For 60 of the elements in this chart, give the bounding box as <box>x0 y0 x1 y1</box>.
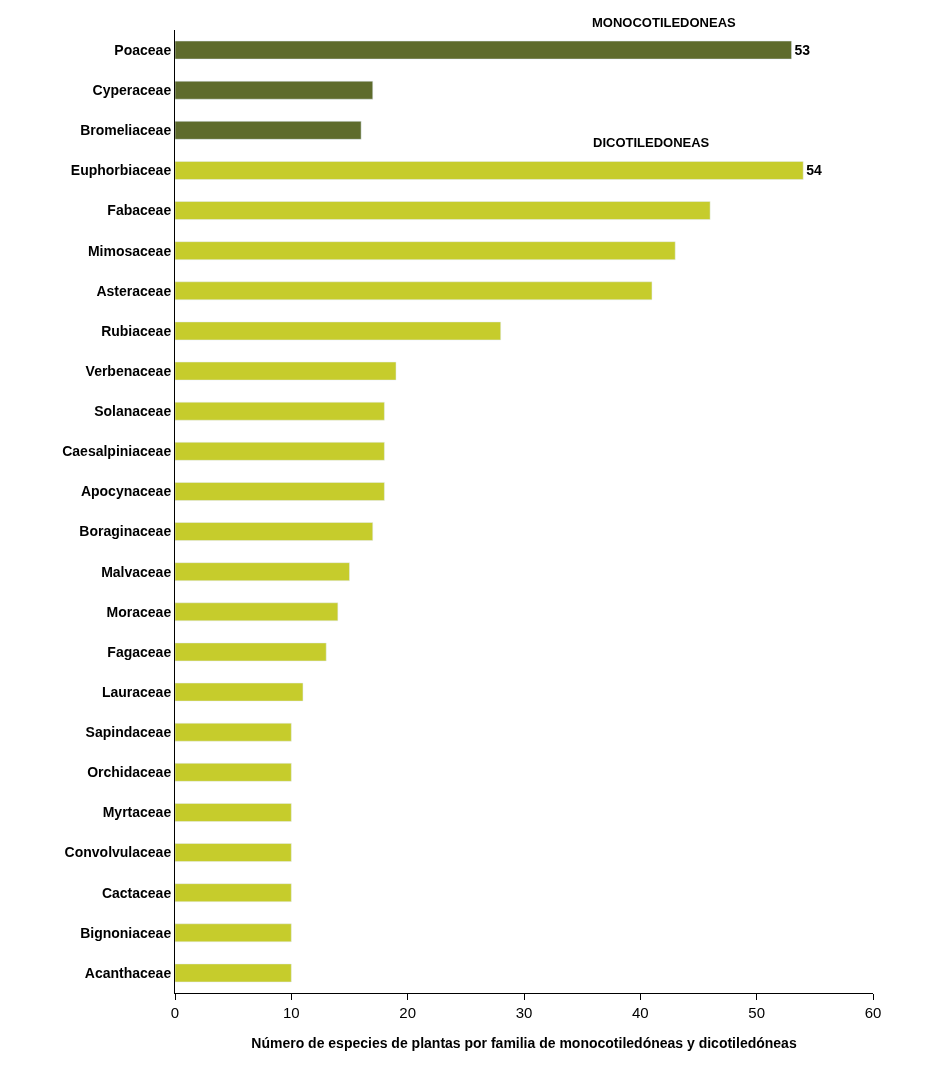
y-tick-label: Moraceae <box>106 603 172 620</box>
bar <box>175 401 385 421</box>
bar <box>175 722 292 742</box>
x-tick-label: 40 <box>631 1004 649 1021</box>
bar <box>175 281 653 301</box>
bar <box>175 321 501 341</box>
annotation: DICOTILEDONEAS <box>593 135 710 150</box>
bar <box>175 201 711 220</box>
x-tick-label: 20 <box>399 1004 417 1021</box>
bar <box>175 40 792 60</box>
bar <box>175 602 339 622</box>
bar <box>175 562 350 581</box>
y-tick-label: Acanthaceae <box>84 964 172 981</box>
bar <box>175 241 676 260</box>
y-tick-label: Myrtaceae <box>102 804 172 821</box>
y-tick-label: Apocynaceae <box>80 483 172 500</box>
x-tick-label: 10 <box>282 1004 300 1021</box>
y-tick-label: Orchidaceae <box>87 764 172 781</box>
y-tick-label: Malvaceae <box>101 563 172 580</box>
y-tick-label: Verbenaceae <box>85 362 172 379</box>
y-tick-label: Boraginaceae <box>79 523 172 540</box>
bar <box>175 763 292 782</box>
x-tick-label: 30 <box>515 1004 533 1021</box>
bar <box>175 80 374 100</box>
bar <box>175 522 374 541</box>
bar <box>175 482 385 501</box>
bar <box>175 161 804 180</box>
bar <box>175 361 397 381</box>
y-tick-label: Poaceae <box>114 41 172 58</box>
y-tick-label: Lauraceae <box>101 683 172 700</box>
bar <box>175 682 304 702</box>
y-tick-label: Convolvulaceae <box>64 844 172 861</box>
bar <box>175 843 292 862</box>
y-tick-label: Fabaceae <box>107 202 172 219</box>
y-tick-label: Euphorbiaceae <box>70 162 172 179</box>
bar <box>175 883 292 902</box>
y-tick-label: Bromeliaceae <box>80 122 172 139</box>
y-tick-label: Cyperaceae <box>92 82 172 99</box>
y-tick-label: Asteraceae <box>96 282 172 299</box>
y-tick-label: Mimosaceae <box>87 242 172 259</box>
y-tick-label: Bignoniaceae <box>80 924 172 941</box>
x-tick-label: 60 <box>864 1004 882 1021</box>
data-label: 54 <box>806 162 822 179</box>
y-tick-label: Sapindaceae <box>85 724 172 741</box>
y-tick-label: Solanaceae <box>94 403 172 420</box>
x-tick-label: 0 <box>170 1004 180 1021</box>
bar <box>175 963 292 983</box>
x-axis-title: Número de especies de plantas por familia de monocotiledóneas y dicotiledóneas <box>251 1035 797 1052</box>
data-label: 53 <box>794 42 811 59</box>
bar <box>175 923 292 943</box>
y-tick-label: Rubiaceae <box>101 322 172 339</box>
bar <box>175 442 385 461</box>
bar <box>175 803 292 822</box>
y-tick-label: Fagaceae <box>107 643 172 660</box>
annotation: MONOCOTILEDONEAS <box>592 15 737 30</box>
bar <box>175 642 327 662</box>
y-tick-label: Cactaceae <box>101 884 172 901</box>
y-tick-label: Caesalpiniaceae <box>62 443 172 460</box>
x-tick-label: 50 <box>748 1004 766 1021</box>
bar <box>175 121 362 140</box>
